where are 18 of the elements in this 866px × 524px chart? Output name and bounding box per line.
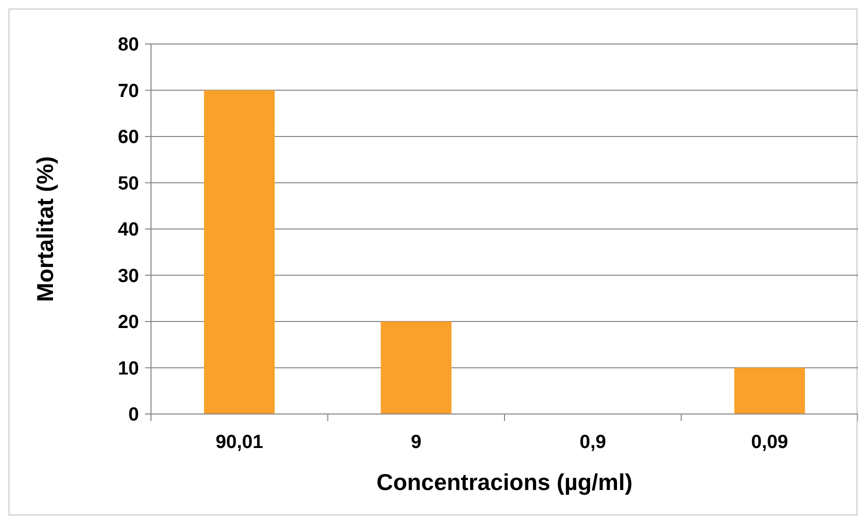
- x-tick-label: 9: [410, 432, 422, 453]
- x-axis-title: Concentracions (µg/ml): [376, 469, 633, 495]
- y-tick-label: 40: [118, 220, 139, 241]
- y-axis-title: Mortalitat (%): [32, 156, 58, 302]
- y-tick-label: 50: [118, 173, 139, 194]
- bar: [380, 322, 452, 414]
- y-tick-label: 80: [118, 34, 139, 56]
- y-tick-label: 70: [118, 80, 139, 102]
- y-tick-label: 20: [118, 312, 139, 334]
- y-tick-label: 10: [118, 358, 139, 380]
- x-tick-label: 90,01: [216, 432, 264, 453]
- y-tick-label: 0: [128, 404, 139, 426]
- y-tick-label: 60: [118, 127, 139, 148]
- x-tick-label: 0,09: [751, 432, 788, 453]
- bar: [204, 90, 275, 414]
- bar: [734, 368, 805, 414]
- y-tick-label: 30: [118, 266, 139, 287]
- x-tick-label: 0,9: [580, 432, 606, 453]
